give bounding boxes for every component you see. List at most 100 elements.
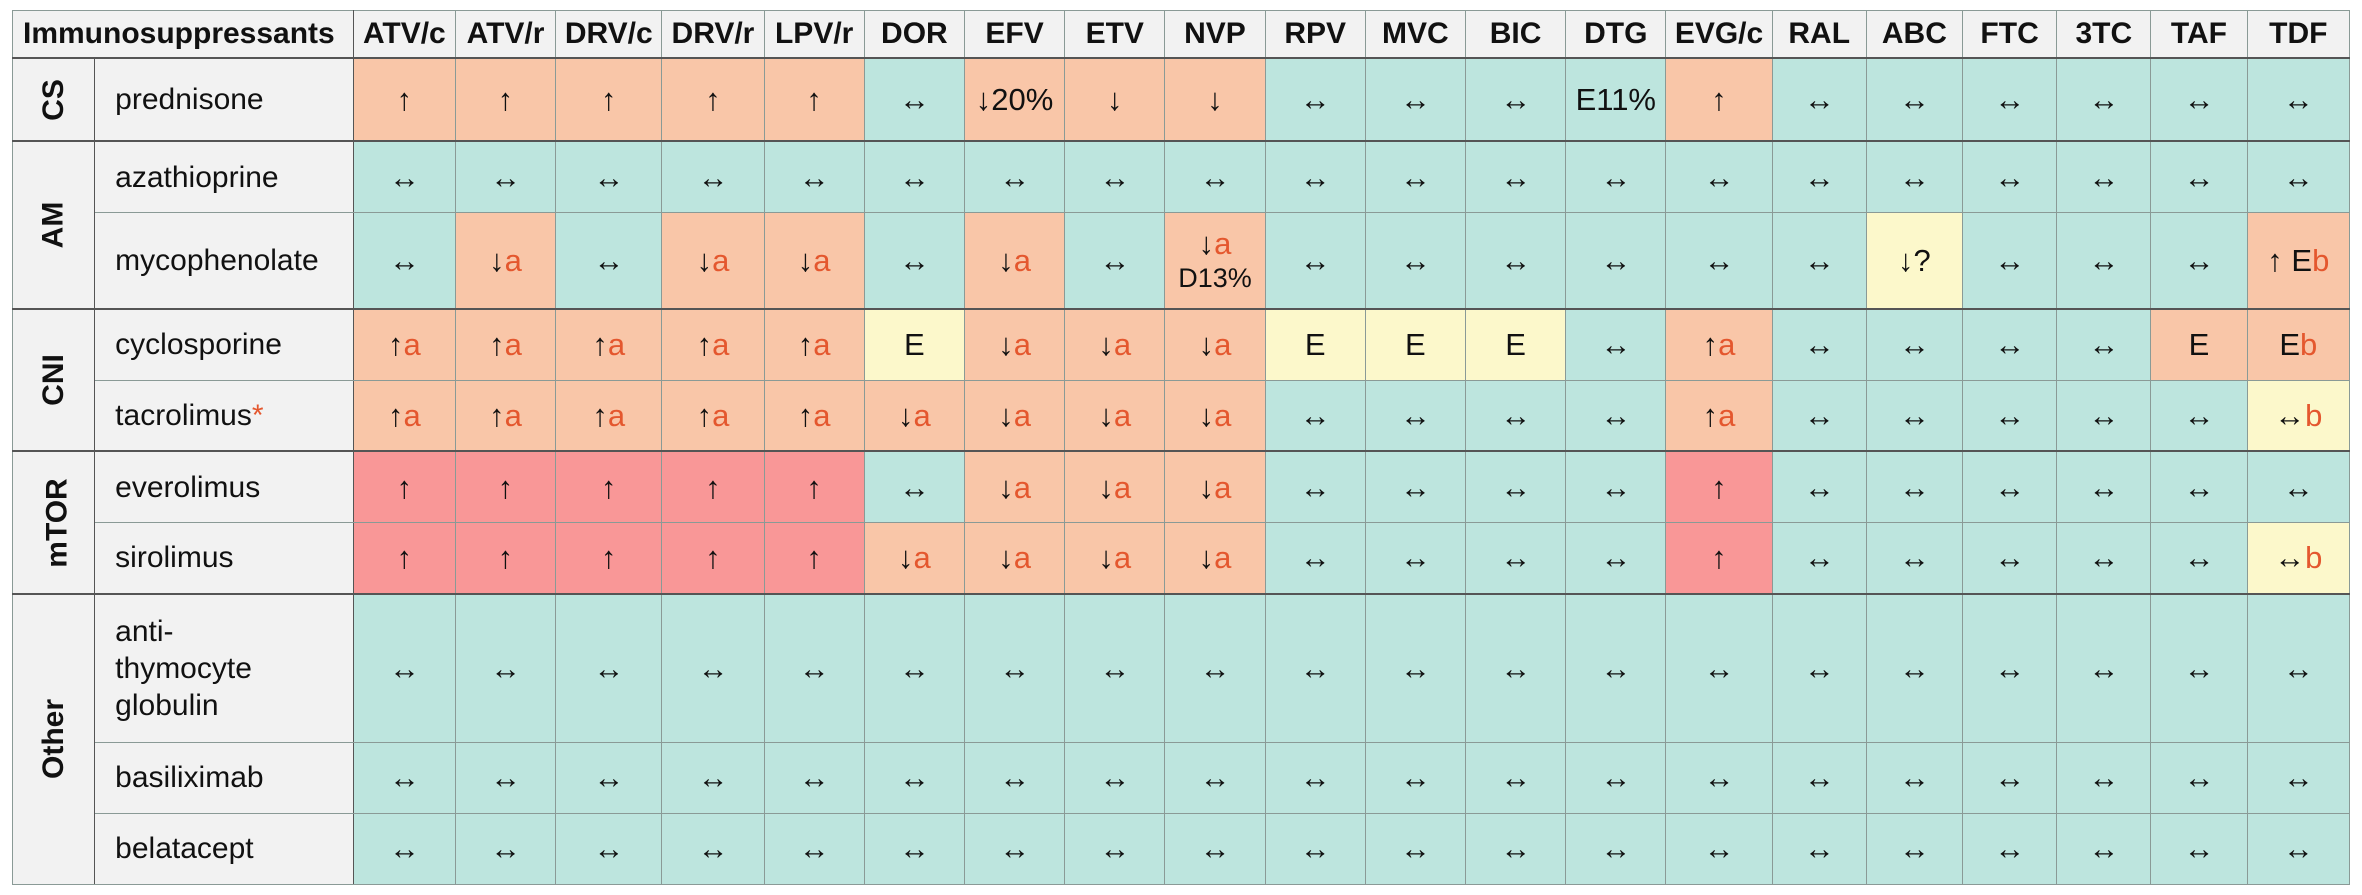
interaction-symbol: ↑ xyxy=(497,540,514,576)
drug-name: azathioprine xyxy=(94,140,354,214)
interaction-cell: ↑ xyxy=(661,450,765,524)
footnote-letter: a xyxy=(1113,469,1132,505)
interaction-cell: ↑a xyxy=(1665,308,1773,381)
interaction-cell: ↓ xyxy=(1164,57,1266,142)
interaction-symbol: ↔ xyxy=(1299,243,1331,279)
interaction-cell: ↑a xyxy=(763,379,865,452)
interaction-cell: ↔ xyxy=(1364,812,1466,886)
interaction-cell: ↔ xyxy=(1464,522,1567,595)
interaction-cell: ↔ xyxy=(2056,140,2152,214)
interaction-symbol: ↓ xyxy=(998,327,1014,363)
table-title: Immunosuppressants xyxy=(12,10,354,59)
interaction-cell: E xyxy=(1364,308,1466,381)
interaction-cell: ↔ xyxy=(454,741,557,814)
column-header: ETV xyxy=(1064,10,1166,59)
interaction-symbol: ↔ xyxy=(1600,243,1632,279)
interaction-symbol: ↔ xyxy=(697,760,729,796)
interaction-cell: ↑ xyxy=(555,522,663,595)
interaction-cell: Eb xyxy=(2246,308,2351,381)
footnote-letter: a xyxy=(1113,398,1132,434)
interaction-symbol: ↔ xyxy=(1199,650,1231,686)
table-row: mycophenolate ↔ ↓a ↔ ↓a ↓a ↔ ↓a ↔ ↓a D13% ↔ ↔ ↔ ↔ ↔ ↔ ↓? ↔… xyxy=(13,212,2351,310)
column-header: BIC xyxy=(1464,10,1567,59)
interaction-symbol: ↔ xyxy=(1500,398,1532,434)
interaction-cell: ↑ xyxy=(352,450,456,524)
interaction-cell: ↔ xyxy=(555,212,663,310)
interaction-cell: ↔ xyxy=(352,812,456,886)
interaction-symbol: ↔ xyxy=(2183,540,2215,576)
footnote-letter: b xyxy=(2300,327,2318,363)
interaction-symbol: ↑ xyxy=(592,327,608,363)
interaction-cell: ↑a xyxy=(454,308,557,381)
interaction-cell: ↔ xyxy=(763,140,865,214)
interaction-cell: ↑ xyxy=(763,522,865,595)
interaction-cell: ↔ xyxy=(454,812,557,886)
interaction-cell: ↔ xyxy=(555,592,663,743)
interaction-symbol: ↑ xyxy=(806,469,822,505)
interaction-cell: ↑a xyxy=(352,308,456,381)
interaction-cell: ↔ xyxy=(2150,522,2248,595)
footnote-letter: a xyxy=(403,327,421,363)
interaction-symbol: ↔ xyxy=(2088,82,2120,118)
interaction-cell: ↔ xyxy=(1464,140,1567,214)
interaction-symbol: ↔ xyxy=(1500,82,1532,118)
interaction-symbol: ↔ xyxy=(1994,760,2026,796)
interaction-symbol: ↔ xyxy=(697,831,729,867)
interaction-cell: ↑a xyxy=(555,379,663,452)
interaction-symbol: ↓ xyxy=(1098,540,1114,576)
drug-name-text: basiliximab xyxy=(115,761,264,795)
column-header: TAF xyxy=(2150,10,2248,59)
interaction-symbol: ↔ xyxy=(1994,831,2026,867)
footnote-letter: a xyxy=(813,398,831,434)
interaction-symbol: ↑ xyxy=(1711,540,1727,576)
interaction-symbol: ↓ xyxy=(696,243,713,279)
interaction-symbol: ↔ xyxy=(1199,159,1231,195)
interaction-cell: ↔b xyxy=(2246,522,2351,595)
table-row: AM azathioprine ↔ ↔ ↔ ↔ ↔ ↔ ↔ ↔ ↔ ↔ ↔ ↔ ↔ ↔ ↔ ↔ ↔ ↔ ↔ ↔ xyxy=(11,140,2351,310)
column-header: DRV/c xyxy=(555,10,663,59)
drug-name: belatacept xyxy=(94,812,354,886)
interaction-cell: ↔ xyxy=(1961,57,2058,142)
interaction-symbol: ↓ xyxy=(1198,225,1215,261)
interaction-cell: ↔ xyxy=(763,592,865,743)
interaction-symbol: ↓ xyxy=(998,469,1014,505)
interaction-cell: ↔ xyxy=(1064,592,1166,743)
interaction-symbol: ↔ xyxy=(1399,650,1431,686)
drug-name-text: azathioprine xyxy=(115,160,279,194)
footnote-letter: a xyxy=(607,327,626,363)
interaction-cell: E xyxy=(1264,308,1366,381)
interaction-symbol: ↓ xyxy=(1198,327,1215,363)
interaction-cell: ↔ xyxy=(1771,212,1867,310)
interaction-cell: ↔ xyxy=(1164,140,1266,214)
interaction-symbol: ↔ xyxy=(1600,327,1632,363)
interaction-symbol: ↔ xyxy=(898,469,930,505)
interaction-cell: ↔ xyxy=(863,592,965,743)
interaction-cell: ↔ xyxy=(863,812,965,886)
interaction-symbol: ↔ xyxy=(1803,540,1835,576)
interaction-symbol: ↔ xyxy=(1994,650,2026,686)
category-label: CS xyxy=(11,57,96,142)
interaction-cell: ↔ xyxy=(2246,592,2351,743)
category-text: Other xyxy=(36,699,70,780)
interaction-cell: ↓a xyxy=(863,379,965,452)
footnote-letter: a xyxy=(712,327,730,363)
interaction-cell: ↔ xyxy=(1164,592,1266,743)
interaction-symbol: ↔ xyxy=(2183,243,2215,279)
interaction-cell: ↔ xyxy=(1364,140,1466,214)
interaction-symbol: ↔ xyxy=(1898,159,1930,195)
interaction-cell: ↑ xyxy=(1665,57,1773,142)
interaction-symbol: ↔ xyxy=(490,650,522,686)
interaction-symbol: ↔ xyxy=(490,831,522,867)
interaction-symbol: ↑ xyxy=(592,398,608,434)
interaction-cell: E xyxy=(1464,308,1567,381)
interaction-cell: ↓a xyxy=(963,308,1066,381)
interaction-cell: ↓a xyxy=(1064,522,1166,595)
interaction-cell: ↑a xyxy=(763,308,865,381)
interaction-symbol: ↔ xyxy=(2088,760,2120,796)
interaction-cell: ↔ xyxy=(763,741,865,814)
interaction-cell: ↓a xyxy=(1164,522,1266,595)
interaction-symbol: ↓ xyxy=(1198,398,1215,434)
interaction-symbol: ↔ xyxy=(798,159,830,195)
interaction-cell: ↔ xyxy=(2246,57,2351,142)
interaction-symbol: ↑ xyxy=(387,327,404,363)
